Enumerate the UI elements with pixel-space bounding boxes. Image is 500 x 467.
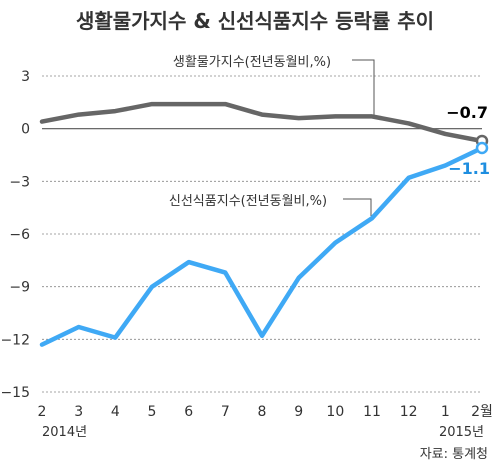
x-tick-label: 1 <box>441 404 450 420</box>
x-tick-label: 4 <box>111 404 120 420</box>
y-axis-ticks: 3 0 −3 −6 −9 −12 −15 <box>0 69 30 401</box>
living-price-leader-line <box>352 59 375 115</box>
x-tick-label: 6 <box>184 404 193 420</box>
x-tick-label: 10 <box>326 404 344 420</box>
series-label-fresh-food: 신선식품지수(전년동월비,%) <box>169 194 327 209</box>
year-label-2015: 2015년 <box>439 425 484 440</box>
y-tick-label: −12 <box>0 332 30 348</box>
y-tick-label: −6 <box>9 227 30 243</box>
fresh-food-leader-line <box>343 198 372 216</box>
series-line-0 <box>39 101 485 144</box>
x-tick-label: 2 <box>38 404 47 420</box>
y-tick-label: 0 <box>21 122 30 138</box>
year-label-2014: 2014년 <box>42 425 87 440</box>
x-tick-label: 2월 <box>471 404 493 420</box>
series-line-1 <box>39 145 485 347</box>
y-tick-label: −3 <box>9 174 30 190</box>
x-tick-label: 3 <box>74 404 83 420</box>
x-tick-label: 9 <box>294 404 303 420</box>
living-price-end-label: −0.7 <box>446 103 488 122</box>
series-group <box>39 101 489 347</box>
y-tick-label: −15 <box>0 385 30 401</box>
chart-title: 생활물가지수 & 신선식품지수 등락률 추이 <box>76 9 434 33</box>
x-tick-label: 8 <box>258 404 267 420</box>
series-label-living-price: 생활물가지수(전년동월비,%) <box>173 55 331 70</box>
x-tick-label: 7 <box>221 404 230 420</box>
x-tick-label: 5 <box>148 404 157 420</box>
x-tick-label: 11 <box>363 404 381 420</box>
y-tick-label: −9 <box>9 280 30 296</box>
fresh-food-end-label: −1.1 <box>448 159 490 178</box>
source-note: 자료: 통계청 <box>420 447 488 462</box>
x-tick-label: 12 <box>400 404 418 420</box>
y-tick-label: 3 <box>21 69 30 85</box>
series-end-point-1 <box>475 141 489 155</box>
x-axis-ticks: 2 3 4 5 6 7 8 9 10 11 12 1 2월 <box>38 404 493 420</box>
